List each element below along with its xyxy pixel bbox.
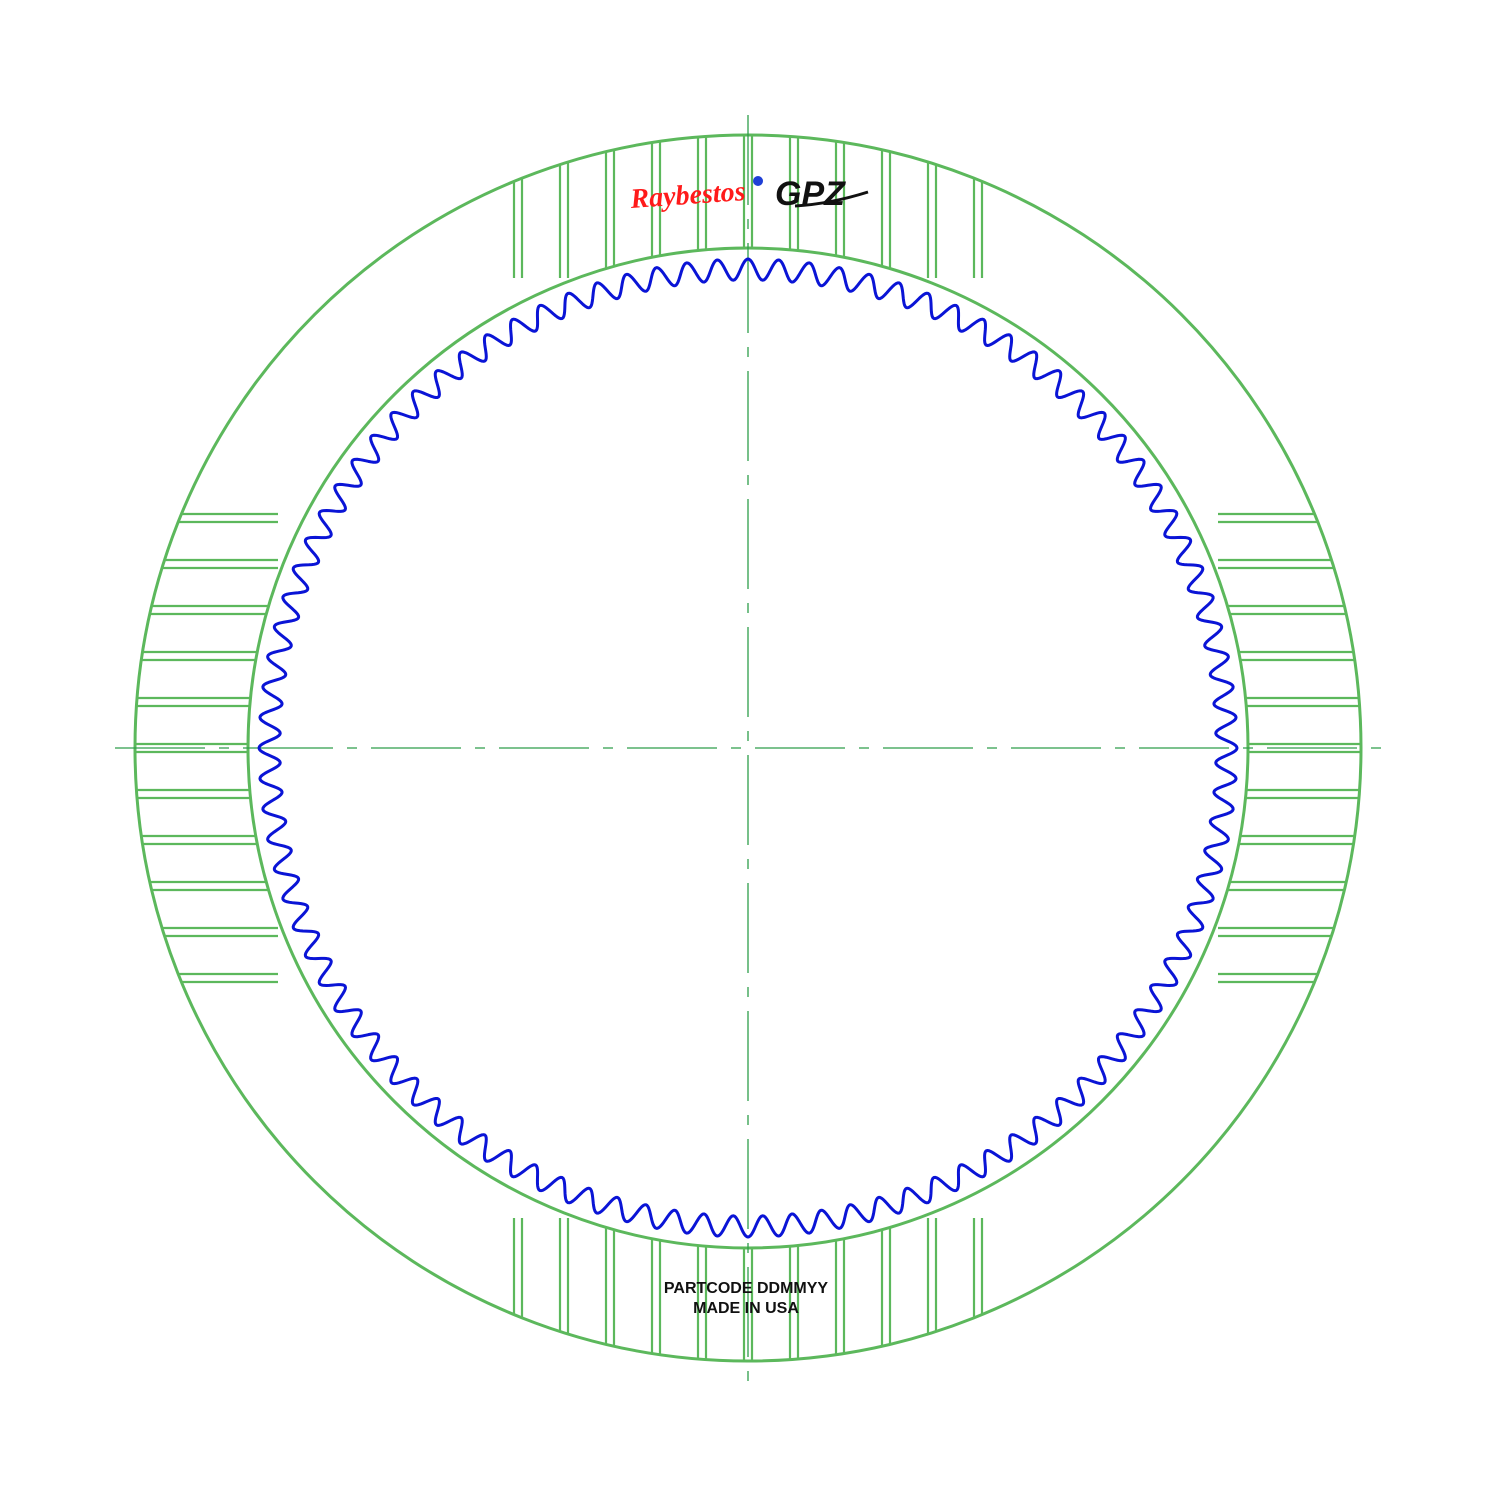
registered-mark-icon: [753, 176, 763, 186]
inner-spline-teeth: [257, 257, 1239, 1239]
product-logo-text: GPZ: [775, 175, 846, 213]
made-in-text: MADE IN USA: [693, 1300, 799, 1317]
partcode-text: PARTCODE DDMMYY: [664, 1280, 828, 1297]
raybestos-gpz-logo: Raybestos GPZ: [628, 175, 869, 215]
logo-swoosh-icon: [794, 190, 869, 208]
